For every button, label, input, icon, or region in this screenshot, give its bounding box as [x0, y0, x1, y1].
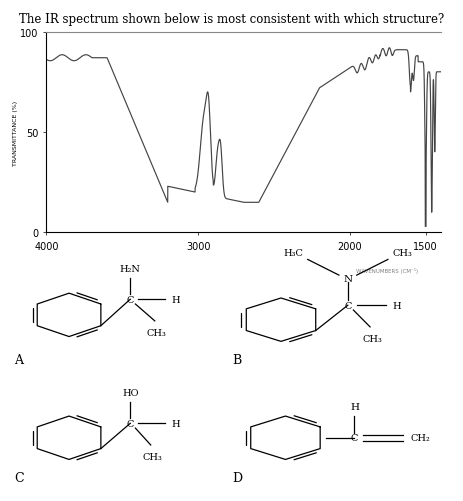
Text: D: D: [232, 471, 242, 484]
Text: C: C: [126, 295, 134, 304]
Text: C: C: [344, 301, 351, 310]
Text: H: H: [349, 402, 358, 411]
Text: CH₃: CH₃: [147, 329, 166, 338]
Text: C: C: [350, 433, 357, 442]
Y-axis label: TRANSMITTANCE (%): TRANSMITTANCE (%): [13, 100, 18, 165]
Text: A: A: [14, 353, 23, 366]
Text: B: B: [232, 353, 241, 366]
Text: H: H: [171, 295, 179, 304]
Text: H₃C: H₃C: [283, 248, 303, 258]
Text: WAVENUMBERS (CM⁻¹): WAVENUMBERS (CM⁻¹): [355, 267, 417, 273]
Text: H: H: [392, 301, 400, 310]
Text: CH₃: CH₃: [392, 248, 411, 258]
Text: CH₃: CH₃: [362, 335, 382, 344]
Text: The IR spectrum shown below is most consistent with which structure?: The IR spectrum shown below is most cons…: [19, 13, 444, 26]
Text: H₂N: H₂N: [119, 264, 140, 273]
Text: H: H: [171, 419, 179, 428]
Text: C: C: [14, 471, 24, 484]
Text: CH₂: CH₂: [409, 433, 429, 442]
Text: C: C: [126, 419, 134, 428]
Text: HO: HO: [122, 388, 138, 397]
Text: N: N: [343, 275, 351, 284]
Text: CH₃: CH₃: [143, 452, 163, 461]
